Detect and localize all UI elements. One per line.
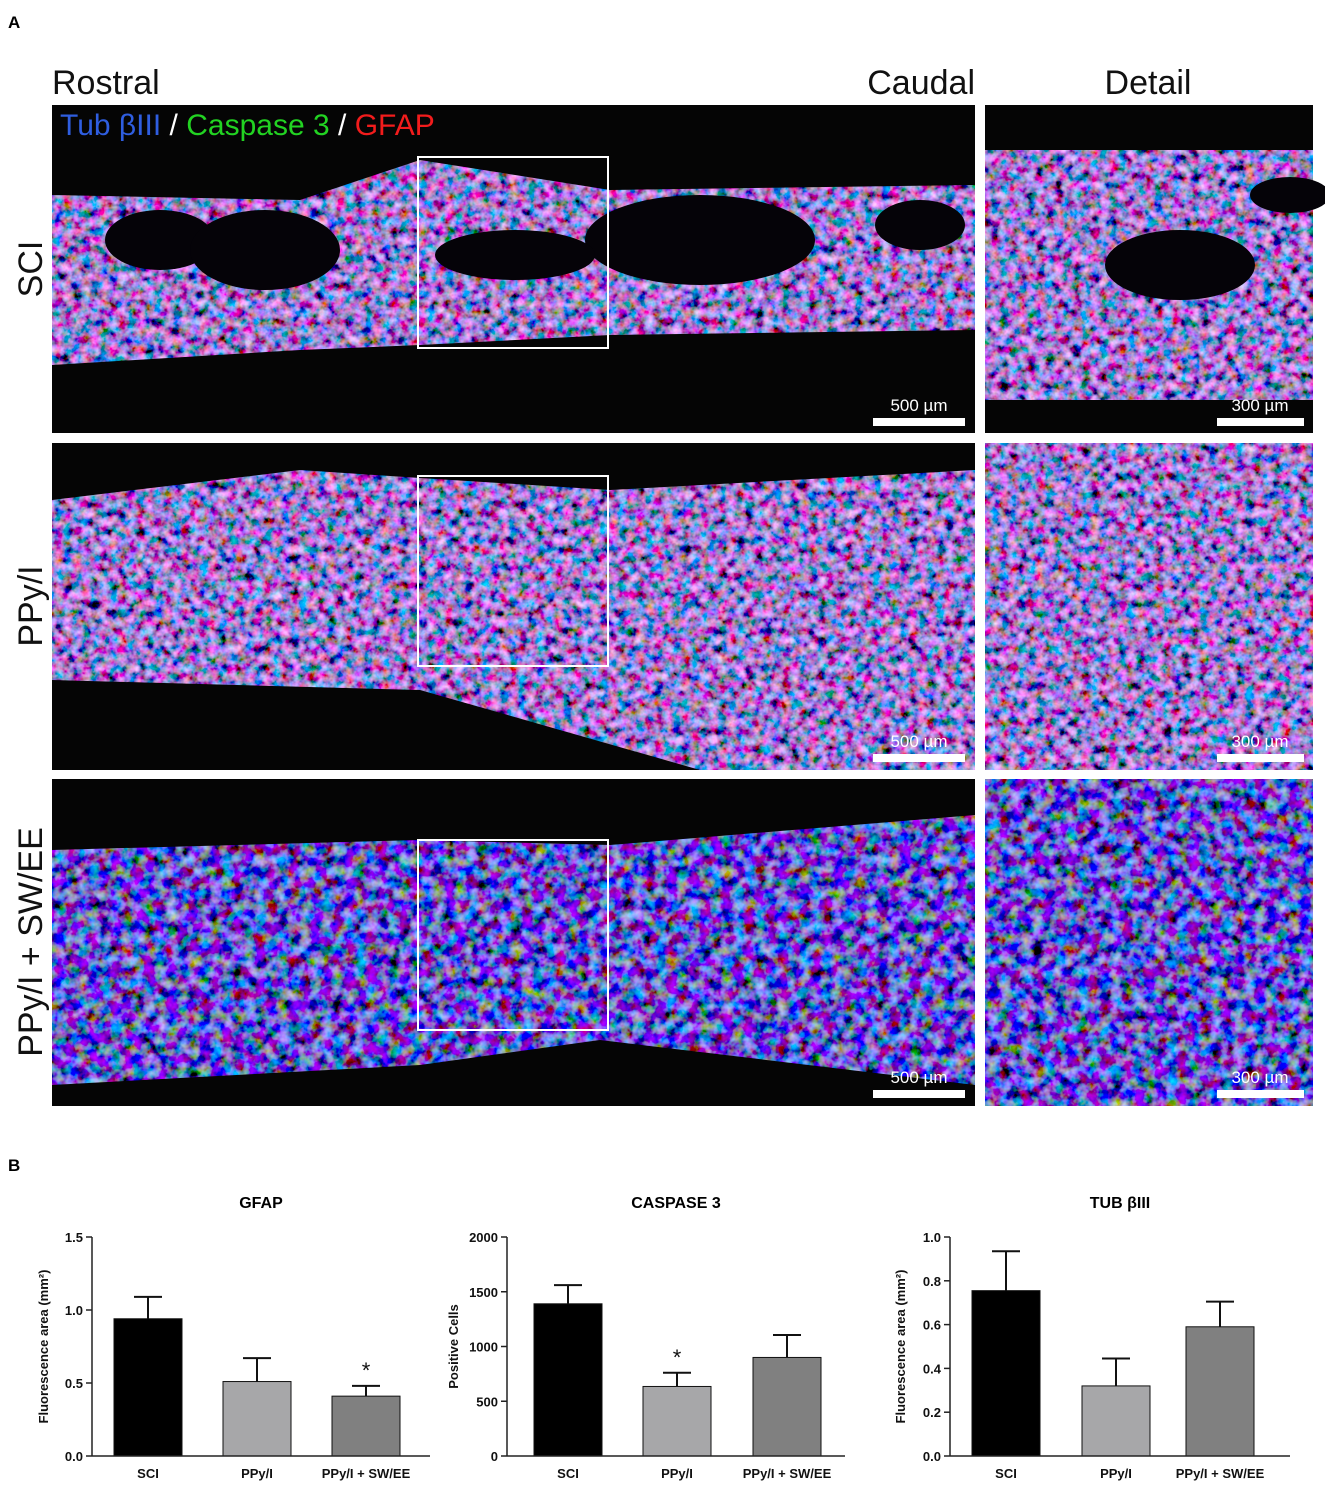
- x-tick-label: PPy/I + SW/EE: [743, 1466, 832, 1481]
- row-label: SCI: [12, 241, 50, 298]
- x-tick-label: SCI: [995, 1466, 1017, 1481]
- row-label: PPy/I: [12, 565, 50, 646]
- legend-entry: GFAP: [355, 109, 435, 142]
- x-tick-label: PPy/I + SW/EE: [1176, 1466, 1265, 1481]
- y-tick-label: 0.0: [923, 1449, 941, 1464]
- y-tick-label: 1000: [469, 1340, 498, 1355]
- y-axis-title: Fluorescence area (mm²): [36, 1270, 51, 1424]
- row-label: PPy/I + SW/EE: [12, 827, 50, 1057]
- bar: [642, 1385, 712, 1457]
- micrographs: [52, 105, 1325, 1106]
- bar: [331, 1395, 401, 1457]
- significance-mark: *: [673, 1345, 682, 1370]
- scale-bar-label: 500 µm: [890, 396, 947, 415]
- y-tick-label: 0.4: [923, 1361, 942, 1376]
- bar: [113, 1318, 183, 1457]
- y-tick-label: 1.0: [65, 1303, 83, 1318]
- panel-label: B: [8, 1156, 20, 1175]
- legend-entry: Caspase 3: [186, 109, 329, 142]
- scale-bar-label: 300 µm: [1231, 732, 1288, 751]
- chart-title: TUB βIII: [1090, 1195, 1150, 1212]
- scale-bar-label: 300 µm: [1231, 396, 1288, 415]
- legend-separator: /: [338, 109, 347, 142]
- chart-title: CASPASE 3: [631, 1195, 721, 1212]
- y-tick-label: 1500: [469, 1285, 498, 1300]
- scale-bar-label: 500 µm: [890, 732, 947, 751]
- stain-legend: Tub βIII / Caspase 3 / GFAP: [60, 109, 435, 142]
- x-tick-label: SCI: [137, 1466, 159, 1481]
- y-tick-label: 1.5: [65, 1230, 83, 1245]
- bar: [971, 1290, 1041, 1457]
- legend-separator: /: [170, 109, 179, 142]
- y-tick-label: 2000: [469, 1230, 498, 1245]
- chart-title: GFAP: [239, 1195, 283, 1212]
- legend-entry: Tub βIII: [60, 109, 161, 142]
- bar: [222, 1381, 292, 1457]
- bar: [1081, 1385, 1151, 1457]
- x-tick-label: PPy/I: [241, 1466, 273, 1481]
- x-tick-label: PPy/I: [1100, 1466, 1132, 1481]
- y-tick-label: 1.0: [923, 1230, 941, 1245]
- y-tick-label: 0.0: [65, 1449, 83, 1464]
- bar: [752, 1356, 822, 1457]
- bar: [533, 1303, 603, 1457]
- y-axis-title: Positive Cells: [446, 1304, 461, 1389]
- y-tick-label: 0.8: [923, 1274, 941, 1289]
- column-label: Detail: [1105, 64, 1192, 102]
- column-label: Caudal: [867, 64, 975, 102]
- significance-mark: *: [362, 1358, 371, 1383]
- bar: [1185, 1326, 1255, 1457]
- x-tick-label: PPy/I + SW/EE: [322, 1466, 411, 1481]
- y-tick-label: 0.2: [923, 1405, 941, 1420]
- column-label: Rostral: [52, 64, 160, 102]
- panel-label: A: [8, 13, 20, 32]
- y-tick-label: 0: [491, 1449, 498, 1464]
- y-tick-label: 0.5: [65, 1376, 83, 1391]
- y-tick-label: 500: [476, 1394, 498, 1409]
- y-tick-label: 0.6: [923, 1318, 941, 1333]
- x-tick-label: PPy/I: [661, 1466, 693, 1481]
- scale-bar-label: 500 µm: [890, 1068, 947, 1087]
- scale-bar-label: 300 µm: [1231, 1068, 1288, 1087]
- y-axis-title: Fluorescence area (mm²): [893, 1270, 908, 1424]
- x-tick-label: SCI: [557, 1466, 579, 1481]
